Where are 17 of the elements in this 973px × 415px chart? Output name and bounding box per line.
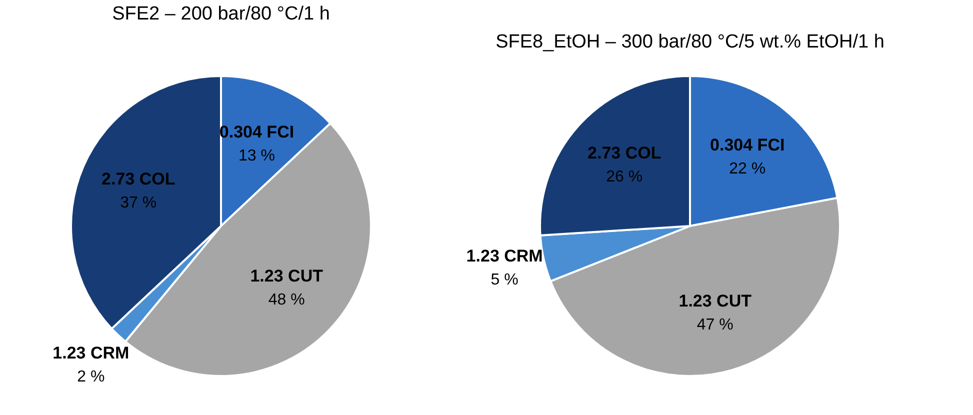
slice-label: 2.73 COL [102,169,176,188]
data-label: 26 % [606,168,643,186]
data-label: 37 % [120,194,157,212]
data-label: 47 % [696,316,734,334]
slice-label: 1.23 CUT [250,266,324,286]
slice-label: 1.23 CRM [52,344,130,363]
chart-title: SFE8_EtOH – 300 bar/80 °C/5 wt.% EtOH/1 h [496,32,884,53]
chart-title: SFE2 – 200 bar/80 °C/1 h [112,4,330,25]
slice-label: 0.304 FCI [710,136,785,155]
data-label: 13 % [238,147,275,164]
slice-label: 2.73 COL [588,143,662,162]
data-label: 5 % [490,271,518,288]
data-label: 2 % [77,368,105,386]
data-label: 48 % [268,292,305,309]
data-label: 22 % [729,160,766,178]
slice-label: 1.23 CUT [678,291,752,310]
slice-label: 1.23 CRM [466,246,543,266]
